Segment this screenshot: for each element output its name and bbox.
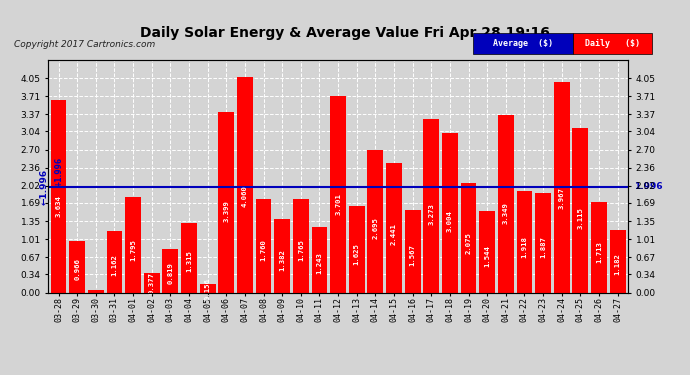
Bar xyxy=(480,211,495,292)
Text: 3.349: 3.349 xyxy=(503,202,509,223)
Text: 1.182: 1.182 xyxy=(615,254,620,275)
Bar xyxy=(386,163,402,292)
Text: 1.567: 1.567 xyxy=(410,244,415,266)
Text: 1.162: 1.162 xyxy=(112,254,117,276)
Text: 1.996: 1.996 xyxy=(634,182,663,191)
Text: +1.996: +1.996 xyxy=(54,157,63,187)
Bar xyxy=(424,119,440,292)
Text: 3.004: 3.004 xyxy=(447,210,453,232)
Text: 3.701: 3.701 xyxy=(335,194,341,215)
Text: 3.634: 3.634 xyxy=(56,195,61,217)
Text: 3.399: 3.399 xyxy=(224,201,229,222)
Bar xyxy=(312,226,327,292)
Bar xyxy=(405,210,421,292)
Text: ←1.996: ←1.996 xyxy=(39,169,48,205)
Bar xyxy=(498,115,514,292)
Bar xyxy=(255,199,271,292)
Bar xyxy=(274,219,290,292)
Bar xyxy=(573,128,589,292)
Bar xyxy=(218,112,234,292)
Text: 3.273: 3.273 xyxy=(428,204,434,225)
Bar xyxy=(106,231,122,292)
Bar xyxy=(162,249,178,292)
Text: 1.795: 1.795 xyxy=(130,239,136,261)
Text: 0.966: 0.966 xyxy=(75,258,80,280)
Text: 1.243: 1.243 xyxy=(317,252,322,274)
Bar xyxy=(199,284,215,292)
Text: 2.695: 2.695 xyxy=(373,217,378,239)
Text: 1.918: 1.918 xyxy=(522,236,527,258)
Bar xyxy=(331,96,346,292)
Text: 2.441: 2.441 xyxy=(391,224,397,245)
Bar xyxy=(125,197,141,292)
Text: 1.625: 1.625 xyxy=(354,243,359,265)
Text: 1.887: 1.887 xyxy=(540,237,546,258)
Bar xyxy=(69,242,85,292)
Text: 1.765: 1.765 xyxy=(298,240,304,261)
Text: 4.060: 4.060 xyxy=(242,185,248,207)
Bar xyxy=(181,223,197,292)
Bar xyxy=(517,191,533,292)
Bar xyxy=(293,199,308,292)
Text: 0.819: 0.819 xyxy=(168,262,173,284)
Text: Daily   ($): Daily ($) xyxy=(585,39,640,48)
Text: 1.544: 1.544 xyxy=(484,245,490,267)
Text: 2.075: 2.075 xyxy=(466,232,471,254)
Bar xyxy=(88,291,103,292)
Bar xyxy=(591,202,607,292)
Text: Average  ($): Average ($) xyxy=(493,39,553,48)
Text: 3.115: 3.115 xyxy=(578,207,583,229)
Text: Daily Solar Energy & Average Value Fri Apr 28 19:16: Daily Solar Energy & Average Value Fri A… xyxy=(140,26,550,40)
Bar xyxy=(368,150,383,292)
Bar xyxy=(144,273,159,292)
Bar xyxy=(442,134,458,292)
Bar xyxy=(610,230,626,292)
Text: 1.382: 1.382 xyxy=(279,249,285,270)
Bar xyxy=(237,78,253,292)
Text: 1.760: 1.760 xyxy=(261,240,266,261)
Text: 1.713: 1.713 xyxy=(596,241,602,262)
Bar xyxy=(535,192,551,292)
Bar xyxy=(461,183,477,292)
Bar xyxy=(349,207,364,292)
Text: 1.315: 1.315 xyxy=(186,250,192,272)
Bar xyxy=(554,82,570,292)
Text: 3.967: 3.967 xyxy=(559,187,564,209)
Text: 0.156: 0.156 xyxy=(205,278,210,300)
Text: 0.377: 0.377 xyxy=(149,273,155,294)
Bar xyxy=(50,100,66,292)
Text: Copyright 2017 Cartronics.com: Copyright 2017 Cartronics.com xyxy=(14,40,155,49)
